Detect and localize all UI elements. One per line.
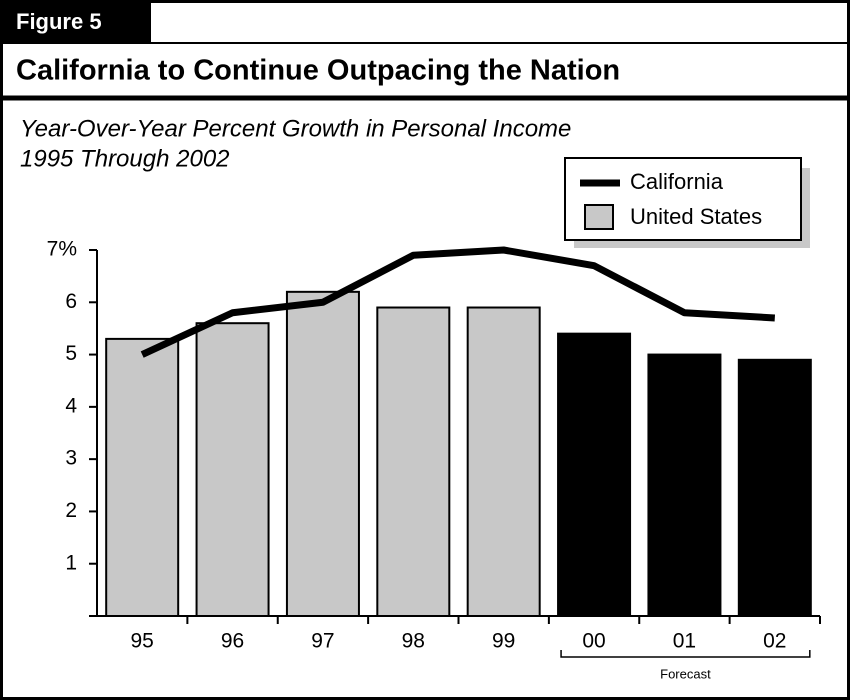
legend-label: California — [630, 169, 724, 194]
bar — [105, 337, 180, 617]
x-tick-label: 01 — [673, 630, 696, 653]
bar — [557, 332, 632, 617]
x-tick-label: 00 — [582, 630, 605, 653]
y-tick-label: 3 — [65, 447, 77, 470]
bar — [195, 322, 270, 617]
y-tick-label: 4 — [65, 394, 77, 417]
subtitle: 1995 Through 2002 — [20, 145, 230, 172]
legend-swatch — [584, 204, 614, 230]
bracket — [560, 650, 811, 658]
subtitle: Year-Over-Year Percent Growth in Persona… — [20, 115, 571, 142]
x-tick-label: 97 — [311, 630, 334, 653]
y-tick-label: 5 — [65, 342, 77, 365]
bar — [647, 353, 722, 617]
y-tick-label: 6 — [65, 290, 77, 313]
x-tick-label: 02 — [763, 630, 786, 653]
y-tick-label: 2 — [65, 499, 77, 522]
y-tick-label: 7% — [47, 238, 77, 261]
bar — [376, 306, 451, 617]
bar — [285, 290, 360, 617]
figure-tab — [3, 3, 151, 43]
x-tick-label: 98 — [402, 630, 425, 653]
figure-label: Figure 5 — [16, 9, 102, 34]
x-tick-label: 99 — [492, 630, 515, 653]
chart-title: California to Continue Outpacing the Nat… — [16, 55, 620, 87]
legend-label: United States — [630, 204, 762, 229]
line — [140, 246, 776, 358]
x-tick-label: 96 — [221, 630, 244, 653]
x-tick-label: 95 — [131, 630, 154, 653]
bar — [737, 358, 812, 617]
y-tick-label: 1 — [65, 551, 77, 574]
annotation: Forecast — [660, 666, 711, 681]
bar — [466, 306, 541, 617]
